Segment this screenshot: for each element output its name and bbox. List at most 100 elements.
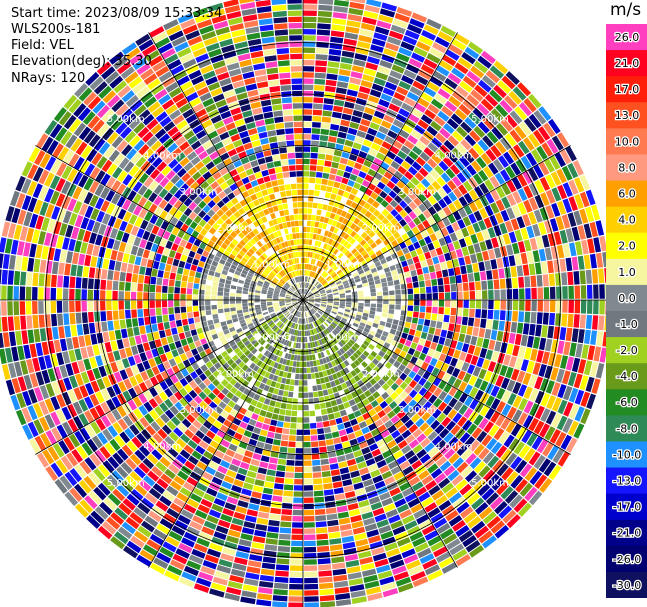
velocity-gate — [371, 83, 384, 92]
velocity-gate — [349, 1, 365, 10]
velocity-gate — [75, 373, 84, 386]
velocity-gate — [316, 384, 323, 391]
velocity-gate — [62, 421, 73, 436]
velocity-gate — [326, 327, 332, 333]
velocity-gate — [396, 86, 409, 96]
velocity-gate — [253, 320, 259, 325]
velocity-gate — [288, 341, 292, 347]
velocity-gate — [275, 309, 281, 313]
velocity-gate — [339, 369, 346, 377]
velocity-gate — [551, 413, 562, 428]
velocity-gate — [539, 177, 551, 191]
velocity-gate — [310, 435, 318, 441]
velocity-gate — [327, 293, 333, 296]
velocity-gate — [88, 134, 101, 148]
velocity-gate — [296, 361, 300, 367]
velocity-gate — [277, 283, 283, 288]
velocity-gate — [313, 391, 319, 398]
velocity-gate — [248, 294, 254, 298]
velocity-gate — [47, 446, 60, 462]
velocity-gate — [260, 369, 267, 377]
velocity-gate — [314, 496, 325, 503]
velocity-gate — [67, 418, 79, 433]
velocity-gate — [204, 554, 219, 564]
velocity-gate — [273, 362, 279, 369]
velocity-gate — [375, 71, 389, 81]
velocity-gate — [13, 270, 21, 286]
velocity-gate — [130, 225, 139, 236]
velocity-gate — [304, 590, 319, 596]
velocity-gate — [357, 308, 364, 313]
velocity-gate — [506, 180, 517, 193]
velocity-gate — [399, 200, 408, 209]
velocity-gate — [169, 185, 179, 195]
velocity-gate — [211, 295, 217, 300]
velocity-gate — [314, 84, 325, 91]
velocity-gate — [118, 281, 125, 291]
velocity-gate — [495, 414, 506, 427]
velocity-gate — [431, 367, 440, 377]
velocity-gate — [205, 258, 213, 265]
velocity-gate — [260, 355, 266, 362]
velocity-gate — [121, 521, 136, 535]
velocity-gate — [250, 267, 257, 273]
velocity-gate — [519, 463, 533, 478]
velocity-gate — [186, 288, 193, 295]
velocity-gate — [330, 360, 337, 367]
velocity-gate — [296, 336, 300, 343]
velocity-gate — [562, 418, 574, 434]
velocity-gate — [161, 370, 170, 380]
velocity-gate — [375, 152, 386, 161]
velocity-gate — [492, 459, 504, 473]
velocity-gate — [227, 400, 236, 409]
velocity-gate — [34, 150, 46, 166]
velocity-gate — [252, 330, 258, 336]
velocity-gate — [73, 156, 85, 171]
velocity-gate — [431, 435, 443, 446]
velocity-gate — [291, 309, 296, 314]
velocity-gate — [529, 323, 536, 336]
velocity-gate — [100, 401, 111, 414]
velocity-gate — [181, 571, 197, 582]
velocity-gate — [388, 357, 396, 365]
velocity-gate — [149, 533, 164, 546]
velocity-gate — [392, 319, 399, 325]
velocity-gate — [124, 300, 131, 310]
velocity-gate — [15, 330, 23, 346]
velocity-gate — [432, 292, 438, 300]
velocity-gate — [319, 595, 335, 602]
velocity-gate — [47, 368, 57, 382]
velocity-gate — [209, 425, 219, 434]
velocity-gate — [231, 314, 238, 319]
velocity-gate — [377, 378, 386, 387]
velocity-gate — [314, 314, 318, 320]
velocity-gate — [0, 253, 4, 269]
velocity-gate — [293, 355, 298, 361]
velocity-gate — [303, 337, 306, 343]
velocity-gate — [523, 137, 535, 151]
velocity-gate — [471, 520, 486, 534]
velocity-gate — [225, 449, 236, 458]
velocity-gate — [377, 181, 386, 190]
velocity-gate — [7, 270, 14, 285]
velocity-gate — [297, 404, 303, 411]
velocity-gate — [327, 519, 339, 527]
velocity-gate — [214, 406, 224, 415]
velocity-gate — [233, 246, 241, 253]
velocity-gate — [430, 342, 438, 351]
velocity-gate — [498, 268, 505, 279]
velocity-gate — [73, 416, 84, 430]
velocity-gate — [359, 28, 374, 38]
velocity-gate — [226, 535, 239, 544]
velocity-gate — [270, 346, 276, 353]
velocity-gate — [134, 335, 142, 345]
velocity-gate — [220, 321, 227, 327]
velocity-gate — [399, 509, 412, 519]
velocity-gate — [5, 347, 13, 363]
velocity-gate — [74, 483, 88, 498]
velocity-gate — [267, 329, 273, 335]
velocity-gate — [271, 315, 278, 320]
velocity-gate — [436, 220, 445, 230]
velocity-gate — [579, 314, 586, 329]
velocity-gate — [383, 405, 392, 414]
